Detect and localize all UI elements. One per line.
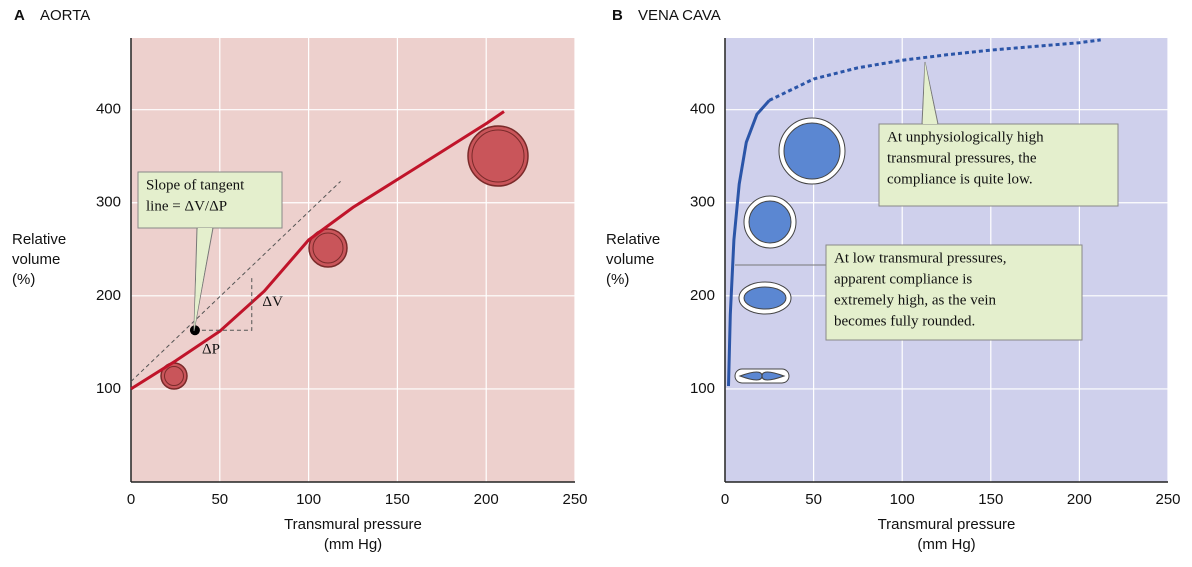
y-axis-label: (%) (606, 271, 629, 288)
x-axis-label: (mm Hg) (324, 536, 382, 553)
y-tick-label: 100 (690, 380, 715, 397)
panel-label: A (14, 7, 25, 24)
callout-text: becomes fully rounded. (834, 313, 975, 329)
y-tick-label: 200 (96, 287, 121, 304)
y-axis-label: Relative (12, 231, 66, 248)
y-tick-label: 400 (690, 101, 715, 118)
panel-label: B (612, 7, 623, 24)
x-tick-label: 50 (211, 491, 228, 508)
x-axis-label: Transmural pressure (284, 516, 422, 533)
callout-text: apparent compliance is (834, 271, 972, 287)
callout-text: compliance is quite low. (887, 171, 1033, 187)
x-tick-label: 100 (890, 491, 915, 508)
y-tick-label: 400 (96, 101, 121, 118)
y-axis-label: volume (606, 251, 654, 268)
x-axis-label: Transmural pressure (878, 516, 1016, 533)
x-tick-label: 100 (296, 491, 321, 508)
callout-text: transmural pressures, the (887, 150, 1037, 166)
x-tick-label: 50 (805, 491, 822, 508)
chart-title: VENA CAVA (638, 7, 721, 24)
y-tick-label: 300 (690, 194, 715, 211)
delta-v: ΔV (262, 294, 283, 310)
x-tick-label: 150 (978, 491, 1003, 508)
callout-text: At low transmural pressures, (834, 250, 1006, 266)
delta-p: ΔP (202, 342, 220, 358)
x-tick-label: 0 (127, 491, 135, 508)
y-axis-label: volume (12, 251, 60, 268)
y-axis-label: (%) (12, 271, 35, 288)
x-tick-label: 250 (562, 491, 587, 508)
x-tick-label: 200 (474, 491, 499, 508)
y-tick-label: 200 (690, 287, 715, 304)
x-tick-label: 200 (1067, 491, 1092, 508)
x-tick-label: 0 (721, 491, 729, 508)
y-tick-label: 100 (96, 380, 121, 397)
y-axis-label: Relative (606, 231, 660, 248)
callout-text: At unphysiologically high (887, 129, 1044, 145)
callout-text: line = ΔV/ΔP (146, 198, 227, 214)
chart-title: AORTA (40, 7, 90, 24)
y-tick-label: 300 (96, 194, 121, 211)
figure: 0 50 100 150 200 250 100 200 300 400 A AORTA Transmu… (0, 0, 1192, 562)
x-tick-label: 150 (385, 491, 410, 508)
x-tick-label: 250 (1155, 491, 1180, 508)
callout-text: extremely high, as the vein (834, 292, 997, 308)
x-axis-label: (mm Hg) (917, 536, 975, 553)
callout-text: Slope of tangent (146, 177, 245, 193)
